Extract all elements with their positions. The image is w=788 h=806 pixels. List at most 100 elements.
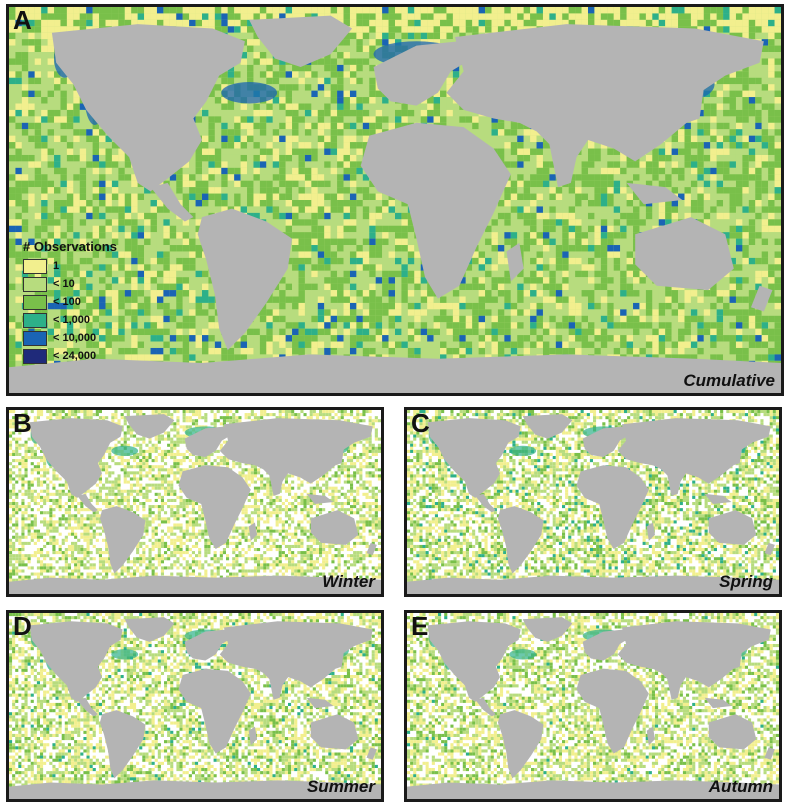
legend-label: < 24,000: [53, 350, 96, 362]
panel-letter: E: [411, 613, 428, 639]
panel-season-label: Autumn: [709, 777, 773, 797]
land-mass: [708, 714, 757, 750]
land-mass: [360, 122, 511, 299]
panel-letter: A: [13, 7, 32, 33]
legend-label: 1: [53, 260, 59, 272]
land-mass: [197, 208, 293, 351]
land-mass: [635, 217, 734, 291]
land-mass: [51, 24, 245, 192]
land-mass: [446, 24, 764, 166]
land-mass: [646, 522, 655, 541]
land-mass: [269, 475, 284, 496]
panel-letter: C: [411, 410, 430, 436]
panel-season-label: Cumulative: [683, 371, 775, 391]
land-mass: [29, 418, 123, 498]
map-panel-cumulative: A Cumulative # Observations 1 < 10 < 100…: [6, 4, 784, 396]
land-mass: [310, 714, 359, 750]
land-mass: [335, 652, 344, 669]
land-mass: [475, 697, 496, 717]
land-mass: [497, 506, 544, 574]
legend-swatch: [23, 258, 47, 274]
land-mass: [667, 679, 682, 700]
land-mass: [184, 629, 233, 661]
land-mass: [522, 617, 573, 642]
land-mass: [617, 418, 771, 486]
land-mass: [178, 668, 251, 754]
land-mass: [29, 621, 123, 702]
legend-label: < 10: [53, 278, 75, 290]
legend-item: < 10,000: [23, 329, 117, 347]
land-mass: [269, 679, 284, 700]
panel-season-label: Spring: [719, 572, 773, 592]
land-mass: [407, 575, 779, 594]
land-mass: [219, 621, 373, 690]
legend-label: < 100: [53, 296, 81, 308]
land-mass: [124, 414, 175, 439]
land-mass: [366, 542, 377, 556]
map-panel-winter: B Winter: [6, 407, 384, 597]
land-mass: [219, 418, 373, 486]
land-mass: [310, 510, 359, 545]
legend-swatch: [23, 348, 47, 364]
land-mass: [427, 621, 521, 702]
legend-item: 1: [23, 257, 117, 275]
land-mass: [373, 41, 473, 106]
land-mass: [764, 747, 775, 760]
legend: # Observations 1 < 10 < 100 < 1,000 < 10…: [23, 239, 117, 365]
land-mass: [497, 710, 544, 779]
land-mass: [248, 522, 257, 541]
land-mass: [617, 621, 771, 690]
world-map-winter: [9, 410, 381, 594]
land-mass: [9, 575, 381, 594]
land-mass: [407, 780, 779, 799]
land-mass: [124, 617, 175, 642]
land-mass: [686, 88, 704, 123]
world-map-summer: [9, 613, 381, 799]
land-mass: [248, 726, 257, 746]
map-panel-summer: D Summer: [6, 610, 384, 802]
land-mass: [249, 15, 353, 68]
legend-swatch: [23, 276, 47, 292]
land-mass: [150, 182, 194, 222]
land-mass: [366, 747, 377, 760]
land-mass: [704, 697, 732, 709]
land-mass: [582, 426, 631, 458]
map-panel-spring: C Spring: [404, 407, 782, 597]
land-mass: [522, 414, 573, 439]
legend-swatch: [23, 330, 47, 346]
land-mass: [9, 780, 381, 799]
legend-title: # Observations: [23, 239, 117, 254]
legend-label: < 1,000: [53, 314, 90, 326]
land-mass: [733, 652, 742, 669]
world-map-cumulative: [9, 7, 781, 393]
land-mass: [626, 182, 683, 205]
land-mass: [475, 493, 496, 513]
map-panel-autumn: E Autumn: [404, 610, 782, 802]
land-mass: [549, 144, 580, 188]
panel-season-label: Winter: [322, 572, 375, 592]
land-mass: [646, 726, 655, 746]
world-map-spring: [407, 410, 779, 594]
land-mass: [708, 510, 757, 545]
land-mass: [77, 697, 98, 717]
land-mass: [99, 506, 146, 574]
legend-item: < 10: [23, 275, 117, 293]
panel-letter: B: [13, 410, 32, 436]
land-mass: [306, 697, 334, 709]
land-mass: [184, 426, 233, 458]
land-mass: [178, 465, 251, 550]
land-mass: [750, 285, 773, 312]
land-mass: [506, 242, 524, 282]
land-mass: [667, 475, 682, 496]
legend-swatch: [23, 294, 47, 310]
land-mass: [764, 542, 775, 556]
world-map-autumn: [407, 613, 779, 799]
land-mass: [9, 354, 781, 393]
land-mass: [576, 668, 649, 754]
panel-season-label: Summer: [307, 777, 375, 797]
land-mass: [77, 493, 98, 513]
land-mass: [576, 465, 649, 550]
land-mass: [582, 629, 631, 661]
legend-item: < 1,000: [23, 311, 117, 329]
panel-letter: D: [13, 613, 32, 639]
